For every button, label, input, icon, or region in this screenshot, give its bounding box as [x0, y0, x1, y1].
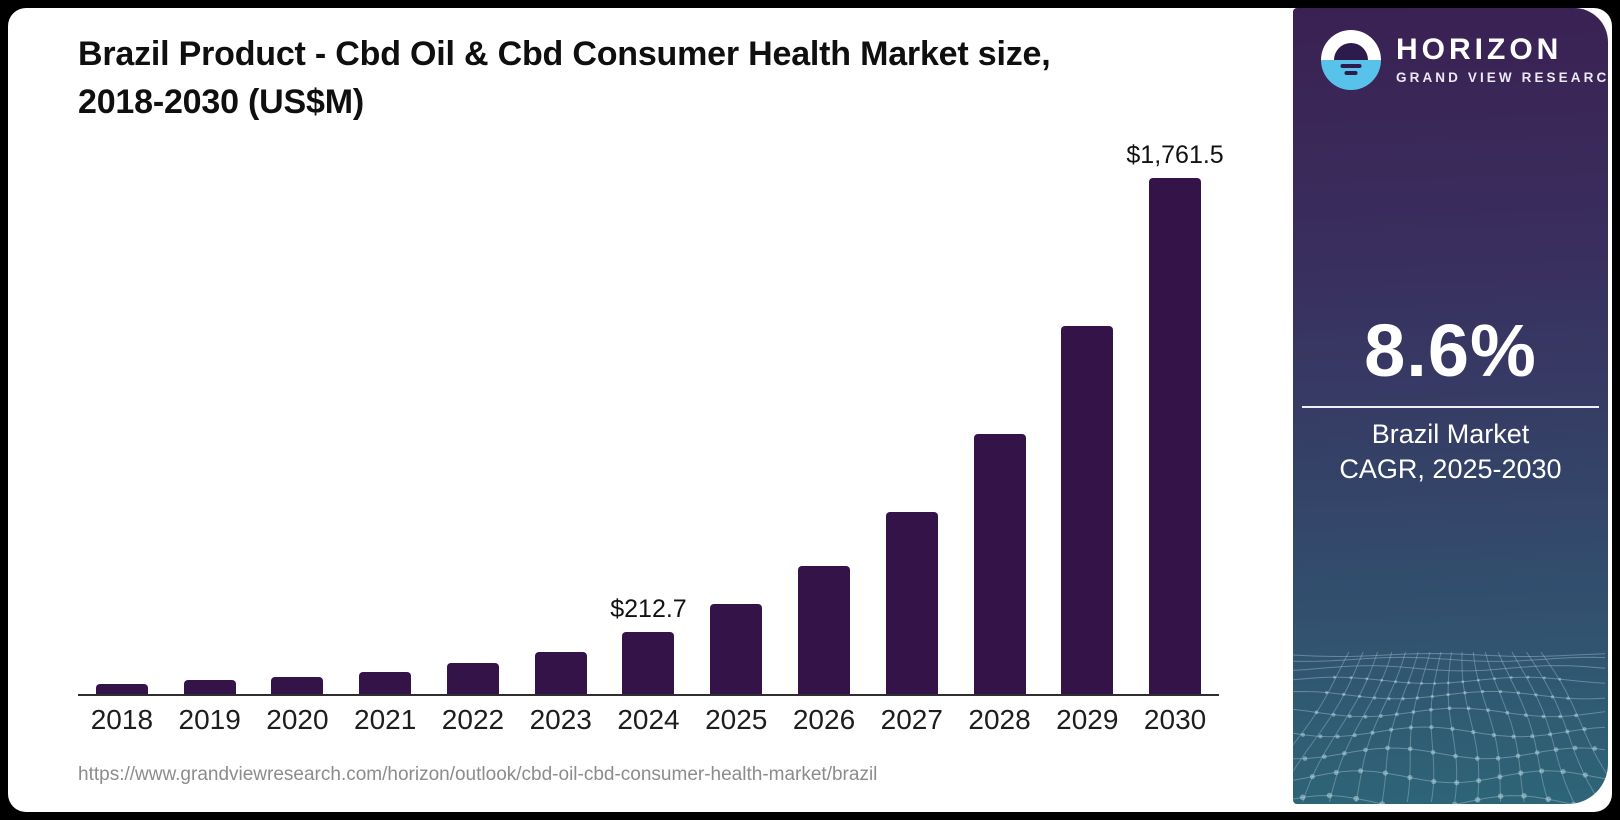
- x-tick-label: 2020: [266, 704, 329, 735]
- bar-2021: [359, 672, 412, 694]
- chart-title-line1: Brazil Product - Cbd Oil & Cbd Consumer …: [78, 35, 1051, 73]
- horizon-sunset-icon: [1321, 30, 1381, 90]
- bar-slot: [868, 178, 956, 694]
- x-tick-label: 2022: [441, 704, 505, 735]
- bar-slot: [166, 178, 254, 694]
- bar-2028: [973, 434, 1026, 694]
- sunset-dome-shape: [1334, 43, 1368, 60]
- bar-slot: [780, 178, 868, 694]
- bar-slot: $212.7: [605, 178, 693, 694]
- x-tick-label: 2019: [178, 704, 241, 735]
- brand-text: HORIZON GRAND VIEW RESEARCH: [1396, 33, 1608, 86]
- sunset-reflection-dash: [1344, 71, 1358, 75]
- cagr-label-line2: CAGR, 2025-2030: [1339, 454, 1562, 484]
- infographic-card: Brazil Product - Cbd Oil & Cbd Consumer …: [8, 8, 1612, 812]
- bar-2020: [271, 677, 324, 694]
- bar-2030: $1,761.5: [1126, 141, 1224, 694]
- bar-2023: [534, 652, 587, 694]
- bar-2027: [885, 512, 938, 694]
- bar-slot: [78, 178, 166, 694]
- bar-2026: [798, 566, 850, 694]
- bar-slot: [517, 178, 605, 694]
- cagr-value: 8.6%: [1364, 309, 1537, 392]
- sidebar: HORIZON GRAND VIEW RESEARCH 8.6% Brazil …: [1293, 8, 1608, 804]
- x-tick-label: 2028: [968, 704, 1031, 735]
- bar-value-label: $212.7: [610, 595, 687, 623]
- bar-slot: [1043, 178, 1131, 694]
- wireframe-mesh-graphic: [1293, 652, 1608, 804]
- source-url: https://www.grandviewresearch.com/horizo…: [78, 764, 878, 785]
- bar-2018: [95, 684, 148, 694]
- bar-slot: [692, 178, 780, 694]
- bar-slot: [254, 178, 342, 694]
- x-tick-label: 2025: [705, 704, 768, 735]
- x-tick-label: 2023: [529, 704, 592, 735]
- chart-title: Brazil Product - Cbd Oil & Cbd Consumer …: [78, 30, 1051, 126]
- chart-title-line2: 2018-2030 (US$M): [78, 83, 364, 121]
- bar-value-label: $1,761.5: [1126, 141, 1224, 169]
- x-axis-labels: 2018 2019 2020 2021 2022 2023 2024 2025 2026 2027…: [78, 704, 1219, 736]
- brand-name: HORIZON: [1396, 33, 1563, 66]
- x-tick-label: 2026: [792, 704, 856, 735]
- x-tick-label: 2027: [880, 704, 943, 735]
- bar-slot: [956, 178, 1044, 694]
- x-tick-label: 2021: [354, 704, 417, 735]
- bar-2024: $212.7: [610, 595, 687, 694]
- brand-subtitle: GRAND VIEW RESEARCH: [1396, 70, 1608, 85]
- x-tick-label: 2030: [1143, 704, 1207, 735]
- x-tick-label: 2024: [617, 704, 680, 735]
- bar-slot: [429, 178, 517, 694]
- bar-slot: $1,761.5: [1126, 141, 1224, 694]
- bar-2019: [183, 680, 236, 694]
- bar-chart-plot: $212.7 $1,761.5: [78, 141, 1224, 696]
- x-tick-label: 2029: [1056, 704, 1119, 735]
- bar-2029: [1061, 326, 1114, 694]
- cagr-label-line1: Brazil Market: [1371, 419, 1530, 449]
- cagr-label: Brazil Market CAGR, 2025-2030: [1293, 417, 1608, 487]
- bar-slot: [341, 178, 429, 694]
- brand-logo: HORIZON GRAND VIEW RESEARCH: [1321, 30, 1608, 90]
- bar-2022: [446, 663, 499, 694]
- divider-line: [1302, 406, 1599, 408]
- sunset-reflection-dash: [1340, 64, 1362, 68]
- bar-2025: [710, 604, 763, 694]
- x-tick-label: 2018: [90, 704, 154, 735]
